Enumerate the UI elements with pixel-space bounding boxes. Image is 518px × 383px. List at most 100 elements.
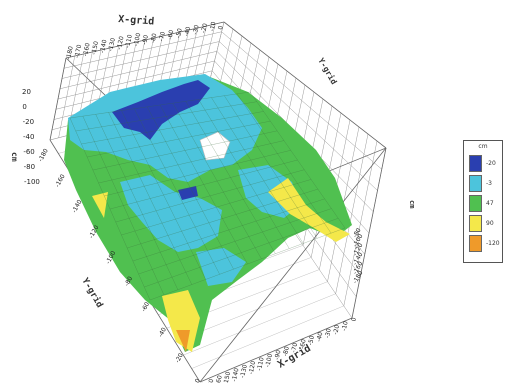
grid-line xyxy=(191,305,344,369)
x-tick-label: -50 xyxy=(175,28,184,39)
y-tick-label: -40 xyxy=(157,326,168,338)
x-tick-label: -130 xyxy=(107,37,117,52)
legend-label: -3 xyxy=(486,179,492,187)
x-tick-label: 0 xyxy=(350,317,358,322)
z-tick-label: -80 xyxy=(24,163,35,171)
legend-swatch xyxy=(469,234,482,252)
legend-swatch xyxy=(469,214,482,232)
grid-line xyxy=(221,31,382,170)
x-tick-label: -160 xyxy=(214,375,224,383)
z-tick-label: 0 xyxy=(22,103,26,111)
z-tick-label: -100 xyxy=(24,178,40,186)
mesh-line xyxy=(224,95,318,239)
x-tick-label: -170 xyxy=(206,378,216,383)
legend-item: -120 xyxy=(464,233,502,253)
x-tick-label: -120 xyxy=(116,35,126,50)
mesh-line xyxy=(121,179,312,236)
x-tick-label: -110 xyxy=(256,357,266,372)
z-tick-label: -40 xyxy=(23,133,34,141)
x-tick-label: -160 xyxy=(82,42,92,57)
y-tick-label: -80 xyxy=(123,275,134,287)
legend-swatch xyxy=(469,154,482,172)
right-axis-title: cm xyxy=(408,200,416,208)
x-tick-label: -60 xyxy=(299,338,308,349)
y-axis-title-top: Y-grid xyxy=(316,56,339,86)
x-tick-label: -20 xyxy=(332,324,341,335)
mesh-line xyxy=(185,101,276,254)
grid-line xyxy=(57,60,215,100)
legend-label: -20 xyxy=(486,159,496,167)
y-tick-label: 0 xyxy=(194,378,202,383)
mesh-line xyxy=(236,93,332,234)
x-tick-label: -80 xyxy=(282,346,291,357)
x-tick-label: -40 xyxy=(316,331,325,342)
surface-yellow-left xyxy=(92,192,108,218)
legend-swatch xyxy=(469,194,482,212)
mesh-line xyxy=(172,103,262,259)
x-tick-label: -70 xyxy=(290,342,299,353)
box-edge xyxy=(49,57,67,141)
right-axis-ticks: -80-100-120-140-160-180 xyxy=(352,227,365,285)
x-tick-label: -100 xyxy=(133,32,143,47)
x-axis-ticks-top: -180-170-160-150-140-130-120-110-100-90-… xyxy=(65,21,225,61)
grid-line xyxy=(59,51,217,89)
x-tick-label: -140 xyxy=(99,39,109,54)
x-tick-label: -50 xyxy=(307,335,316,346)
z-tick-label: 20 xyxy=(22,88,31,96)
mesh-line xyxy=(138,208,332,275)
z-tick-label: -20 xyxy=(23,118,34,126)
x-tick-label: -110 xyxy=(124,34,134,49)
grid-line xyxy=(61,41,220,79)
mesh-line xyxy=(109,159,298,210)
legend-item: -3 xyxy=(464,173,502,193)
mesh-line xyxy=(132,198,325,262)
legend-item: -20 xyxy=(464,153,502,173)
legend-title: cm xyxy=(478,143,488,150)
x-tick-label: -10 xyxy=(341,320,350,331)
x-tick-label: -80 xyxy=(150,33,159,44)
surface-blue-small xyxy=(178,186,198,200)
legend-item: 90 xyxy=(464,213,502,233)
legend-swatch xyxy=(469,174,482,192)
x-tick-label: -180 xyxy=(197,382,207,383)
grid-line xyxy=(63,31,222,69)
y-axis-title: Y-grid xyxy=(79,276,105,310)
mesh-line xyxy=(127,188,318,249)
grid-line xyxy=(183,293,336,356)
x-tick-label: -120 xyxy=(248,360,258,375)
legend-label: 47 xyxy=(486,199,494,207)
y-tick-label: -160 xyxy=(54,173,67,188)
x-tick-label: -100 xyxy=(264,353,274,368)
legend-label: -120 xyxy=(486,239,500,247)
mesh-line xyxy=(115,169,305,223)
x-tick-label: -60 xyxy=(166,29,175,40)
x-tick-label: 0 xyxy=(217,25,225,30)
surface-cyan-low xyxy=(196,248,246,286)
grid-line xyxy=(219,41,378,191)
x-tick-label: -20 xyxy=(200,23,209,34)
mesh-line xyxy=(249,91,346,229)
surface-mesh xyxy=(64,74,352,352)
mesh-line xyxy=(149,227,346,301)
x-tick-label: -30 xyxy=(192,24,201,35)
surface-cyan-mid xyxy=(120,175,222,252)
surface-wireframe xyxy=(69,91,346,301)
x-tick-label: -90 xyxy=(141,34,150,45)
y-tick-label: -60 xyxy=(140,301,151,313)
legend: cm -20 -3 47 90 -120 xyxy=(463,140,503,263)
x-tick-label: -40 xyxy=(183,26,192,37)
y-tick-label: -20 xyxy=(174,352,185,364)
x-tick-label: -140 xyxy=(231,367,241,382)
y-tick-label: -180 xyxy=(37,147,50,162)
surface-orange-tip xyxy=(176,330,190,352)
x-tick-label: -170 xyxy=(74,44,84,59)
legend-label: 90 xyxy=(486,219,494,227)
x-tick-label: -10 xyxy=(209,21,218,32)
x-tick-label: -70 xyxy=(158,31,167,42)
right-tick-label: -80 xyxy=(352,227,363,239)
x-tick-label: -150 xyxy=(90,40,100,55)
surface-blue-peak xyxy=(112,80,210,140)
x-tick-label: -180 xyxy=(65,45,75,60)
x-tick-label: -130 xyxy=(239,364,249,379)
